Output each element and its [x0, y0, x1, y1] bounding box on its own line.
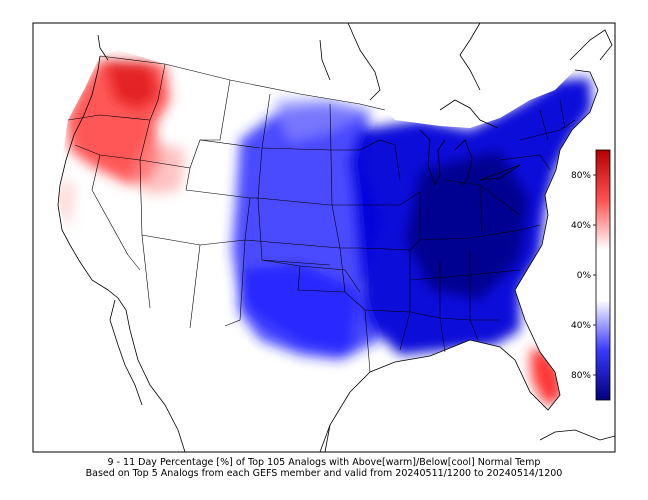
colorbar-tick: 80%	[571, 371, 591, 381]
colorbar-tick: 0%	[577, 271, 592, 281]
map-title: 9 - 11 Day Percentage [%] of Top 105 Ana…	[107, 457, 541, 468]
colorbar: 80% 40% 0% 40% 80%	[571, 149, 611, 401]
coastlines	[57, 22, 616, 453]
colorbar-tick: 40%	[571, 221, 591, 231]
anomaly-shading	[58, 60, 592, 405]
colorbar-tick: 40%	[571, 321, 591, 331]
state-borders	[67, 55, 576, 373]
map-subtitle: Based on Top 5 Analogs from each GEFS me…	[85, 468, 563, 479]
colorbar-tick: 80%	[571, 171, 591, 181]
colorbar-scale	[595, 149, 611, 401]
